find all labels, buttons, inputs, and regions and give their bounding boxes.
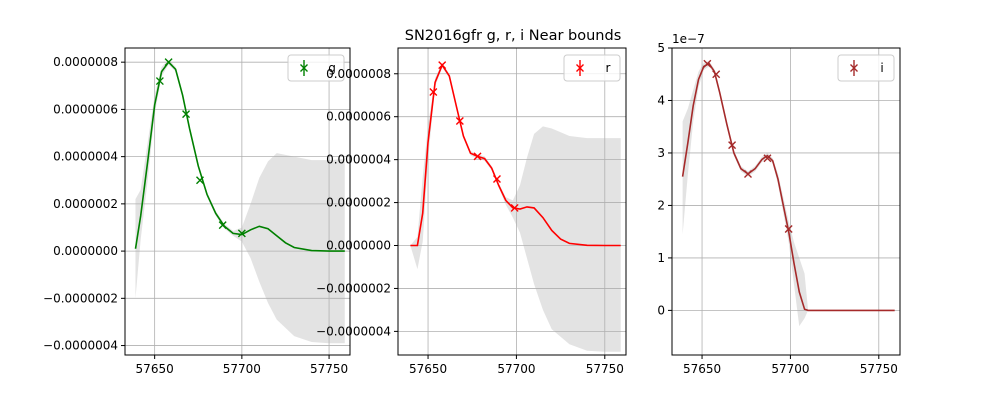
legend-label: r [606,61,611,75]
subplots: 57650 57700 57750 −0.0000004 −0.0000002 0.000… [43,32,901,376]
data-point [438,61,447,70]
data-point [182,110,191,119]
x-tick-label: 57700 [497,362,535,376]
y-tick-label: −0.0000002 [43,291,118,305]
y-tick-label: 4 [657,93,665,107]
data-point [164,58,173,67]
axes-frame [124,47,351,356]
legend-box [563,54,621,82]
y-tick-label: −0.0000002 [316,281,391,295]
data-point [784,225,793,234]
x-tick-label: 57650 [409,362,447,376]
x-tick-label: 57700 [223,362,261,376]
y-tick-label: 0.0000006 [53,102,118,116]
legend-box [837,54,895,82]
axes-frame [397,47,627,356]
legend-box [287,54,345,82]
subplot-g: 57650 57700 57750 −0.0000004 −0.0000002 0.000… [43,47,351,376]
y-tick-label: 0.0000002 [53,197,118,211]
legend: i [837,54,895,82]
data-point [703,59,712,68]
legend: g [287,54,345,82]
y-tick-label: 0 [657,303,665,317]
legend-label: g [328,61,336,75]
y-tick-label: 0.0000002 [326,196,391,210]
y-tick-label: −0.0000004 [316,324,391,338]
data-point [429,88,438,97]
y-tick-label: 0.0000006 [326,110,391,124]
x-tick-label: 57750 [310,362,348,376]
legend-label: i [880,61,883,75]
model-curve [134,60,345,252]
legend-marker [576,64,584,72]
data-point [155,77,164,86]
data-point [492,174,501,183]
y-tick-label: 1 [657,251,665,265]
data-point [237,229,246,238]
legend-marker [300,64,308,72]
y-tick-label: 0.0000008 [326,67,391,81]
x-tick-label: 57700 [771,362,809,376]
data-point [473,152,482,161]
y-tick-label: −0.0000004 [43,339,118,353]
y-tick-label: 5 [657,41,665,55]
subplot-i: 57650 57700 57750 0 1 2 3 4 5 1e−7 i [657,32,901,376]
plot-area [672,48,900,355]
uncertainty-band [135,59,345,344]
y-tick-label: 3 [657,146,665,160]
chart-title: SN2016gfr g, r, i Near bounds [405,28,622,44]
x-tick-label: 57750 [860,362,898,376]
data-point [763,154,772,163]
y-tick-label: 0.0000000 [53,244,118,258]
y-tick-label: 0.0000008 [53,55,118,69]
x-tick-label: 57650 [683,362,721,376]
y-tick-label: 0.0000000 [326,239,391,253]
data-point [744,169,752,178]
data-point [196,176,204,185]
y-offset-label: 1e−7 [672,32,705,46]
legend-marker [850,64,858,72]
y-tick-label: 0.0000004 [326,153,391,167]
x-tick-label: 57750 [586,362,624,376]
data-point [712,70,721,79]
axes-frame [671,47,901,356]
y-tick-label: 2 [657,198,665,212]
x-tick-label: 57650 [136,362,174,376]
data-point [218,221,227,230]
data-point [728,141,737,150]
data-point [510,203,519,212]
legend: r [563,54,621,82]
data-point [455,116,464,125]
subplot-r: 57650 57700 57750 −0.0000004 −0.0000002 0.000… [316,47,627,376]
y-tick-label: 0.0000004 [53,150,118,164]
